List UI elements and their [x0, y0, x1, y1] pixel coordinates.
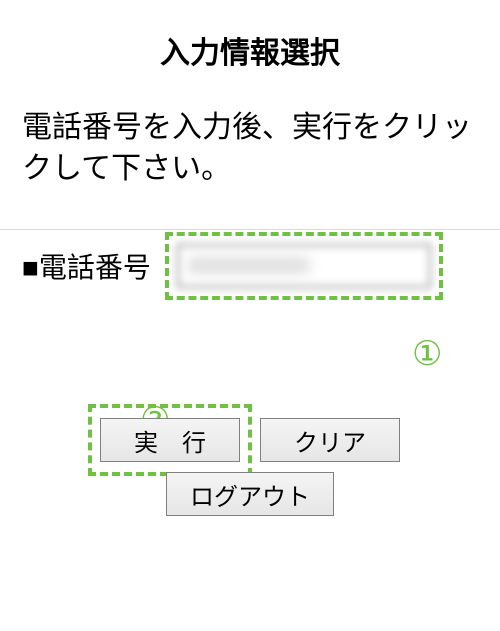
button-row-bottom: ログアウト: [166, 472, 334, 516]
execute-button[interactable]: 実 行: [100, 418, 240, 462]
clear-button[interactable]: クリア: [260, 418, 400, 462]
phone-input[interactable]: [177, 244, 431, 288]
logout-button[interactable]: ログアウト: [166, 472, 334, 516]
buttons-area: 実 行 クリア ログアウト: [0, 418, 500, 516]
page-title: 入力情報選択: [0, 0, 500, 108]
instruction-text: 電話番号を入力後、実行をクリックして下さい。: [0, 108, 500, 229]
button-row-top: 実 行 クリア: [100, 418, 400, 462]
phone-field-row: ■電話番号: [0, 230, 500, 288]
execute-wrap: 実 行: [100, 418, 240, 462]
annotation-one: ①: [412, 334, 442, 374]
phone-input-wrap: [177, 244, 431, 288]
phone-label: ■電話番号: [22, 246, 151, 286]
